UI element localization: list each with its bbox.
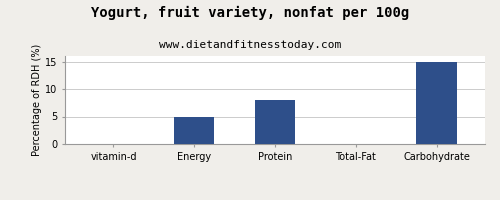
Bar (416, 62, 457, 144)
Text: Yogurt, fruit variety, nonfat per 100g: Yogurt, fruit variety, nonfat per 100g (91, 6, 409, 20)
Y-axis label: Percentage of RDH (%): Percentage of RDH (%) (32, 44, 42, 156)
Bar (255, 100, 295, 144)
Text: www.dietandfitnesstoday.com: www.dietandfitnesstoday.com (159, 40, 341, 50)
Bar (174, 116, 214, 144)
